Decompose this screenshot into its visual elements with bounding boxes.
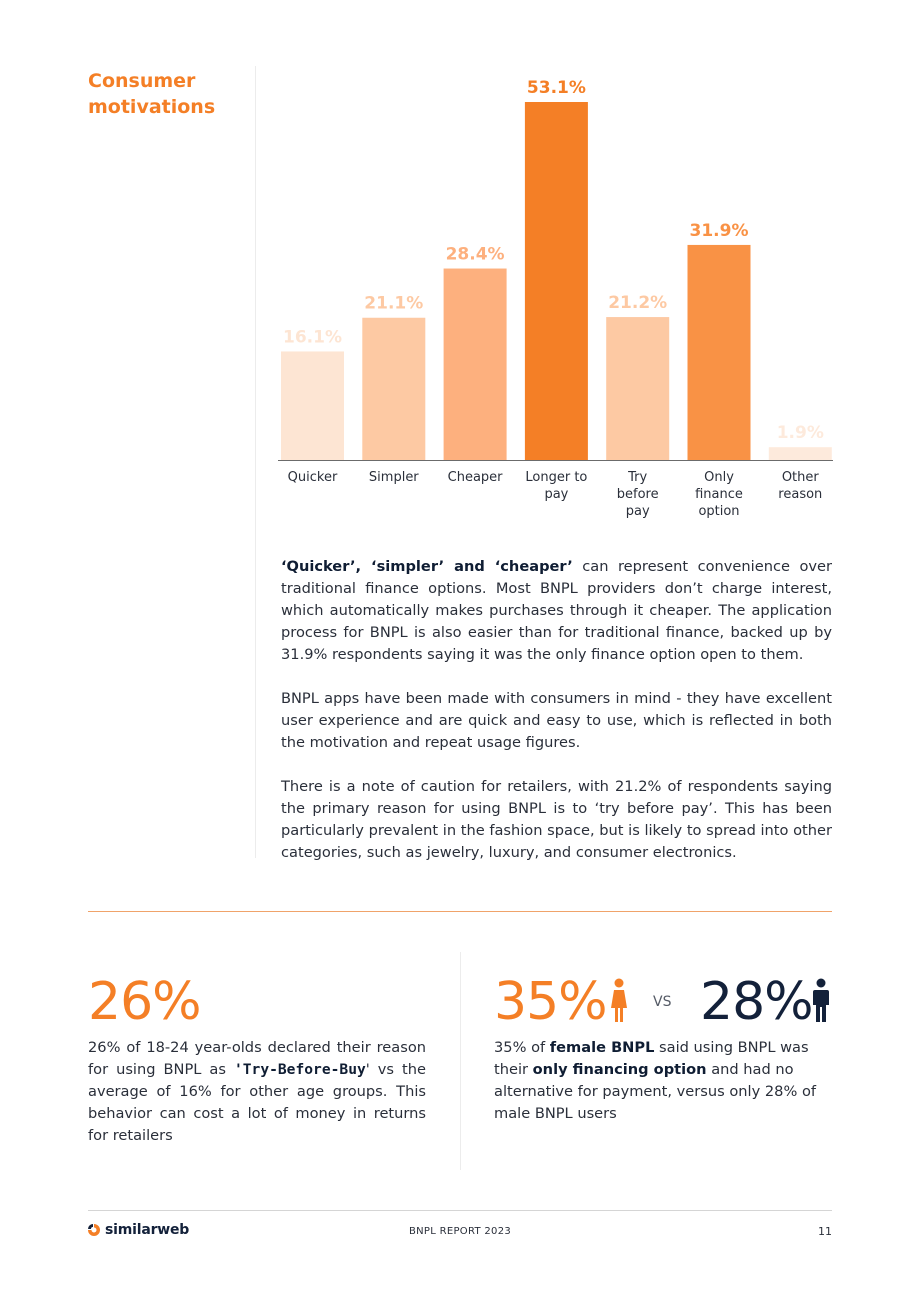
stat-26-value: 26%	[88, 972, 202, 1032]
footer-report-title: BNPL REPORT 2023	[408, 1226, 512, 1237]
body-paragraph-1-rest: can represent convenience over tradition…	[281, 558, 832, 663]
stats-divider	[460, 952, 461, 1170]
page-number: 11	[818, 1225, 832, 1238]
bar-value-label: 31.9%	[690, 221, 749, 241]
motivations-bar-chart: 16.1% Quicker 21.1% Simpler 28.4% Cheaper 53.1…	[278, 78, 833, 519]
stat-gender-text-a: 35% of	[494, 1039, 550, 1056]
similarweb-logo-icon	[88, 1224, 100, 1236]
footer-logo-text: similarweb	[105, 1222, 190, 1238]
bar	[524, 102, 588, 460]
body-paragraph-3: There is a note of caution for retailers…	[281, 778, 832, 861]
stat-26-description: 26% of 18-24 year-olds declared their re…	[88, 1037, 426, 1147]
category-label: Try before pay	[617, 470, 659, 519]
bar	[281, 351, 344, 460]
body-paragraph-1: ‘Quicker’, ‘simpler’ and ‘cheaper’ can r…	[281, 556, 832, 666]
category-label: Quicker	[288, 470, 338, 485]
stat-26-text-bold: 'Try-Before-Buy	[233, 1061, 366, 1078]
bar-value-label: 1.9%	[777, 423, 824, 443]
column-divider	[255, 66, 256, 858]
stat-26-text-a: 26% of 18-24 year-olds declared their re…	[88, 1039, 426, 1078]
stat-26-text-b: ' vs the average of 16% for other age gr…	[88, 1061, 427, 1144]
footer-logo: similarweb	[88, 1222, 189, 1238]
footer-divider	[88, 1210, 832, 1211]
stat-gender-text-bold2: only financing option	[532, 1061, 707, 1078]
bar-value-label: 21.1%	[364, 294, 423, 314]
category-label: Cheaper	[448, 470, 504, 485]
bar	[606, 317, 670, 460]
bar	[362, 317, 426, 460]
bar	[687, 244, 751, 460]
stat-gender-text-b: said using BNPL was their	[494, 1039, 809, 1078]
vs-label: VS	[653, 994, 672, 1010]
bar	[768, 447, 832, 460]
category-label: Only finance option	[695, 470, 743, 519]
category-label: Other reason	[778, 470, 822, 502]
stat-male-value: 28%	[700, 972, 814, 1032]
category-label: Simpler	[369, 470, 419, 485]
body-paragraph-2: BNPL apps have been made with consumers …	[281, 690, 832, 751]
bar	[443, 268, 507, 460]
bar-value-label: 28.4%	[446, 245, 505, 265]
category-label: Longer to pay	[525, 470, 587, 502]
stat-gender-text-c: and had no alternative for payment, vers…	[494, 1061, 817, 1122]
body-paragraph-1-bold: ‘Quicker’, ‘simpler’ and ‘cheaper’	[281, 558, 573, 575]
female-person-icon	[611, 978, 627, 1022]
bar-value-label: 21.2%	[608, 293, 667, 313]
section-divider	[88, 911, 832, 912]
bar-value-label: 16.1%	[283, 327, 342, 347]
body-text: ‘Quicker’, ‘simpler’ and ‘cheaper’ can r…	[281, 556, 832, 886]
section-title: Consumer motivations	[88, 70, 216, 118]
stat-gender-text-bold1: female BNPL	[549, 1039, 655, 1056]
stat-female-value: 35%	[494, 972, 608, 1032]
bar-value-label: 53.1%	[527, 78, 586, 98]
male-person-icon	[813, 978, 829, 1022]
stat-gender-description: 35% of female BNPL said using BNPL was t…	[494, 1037, 833, 1125]
